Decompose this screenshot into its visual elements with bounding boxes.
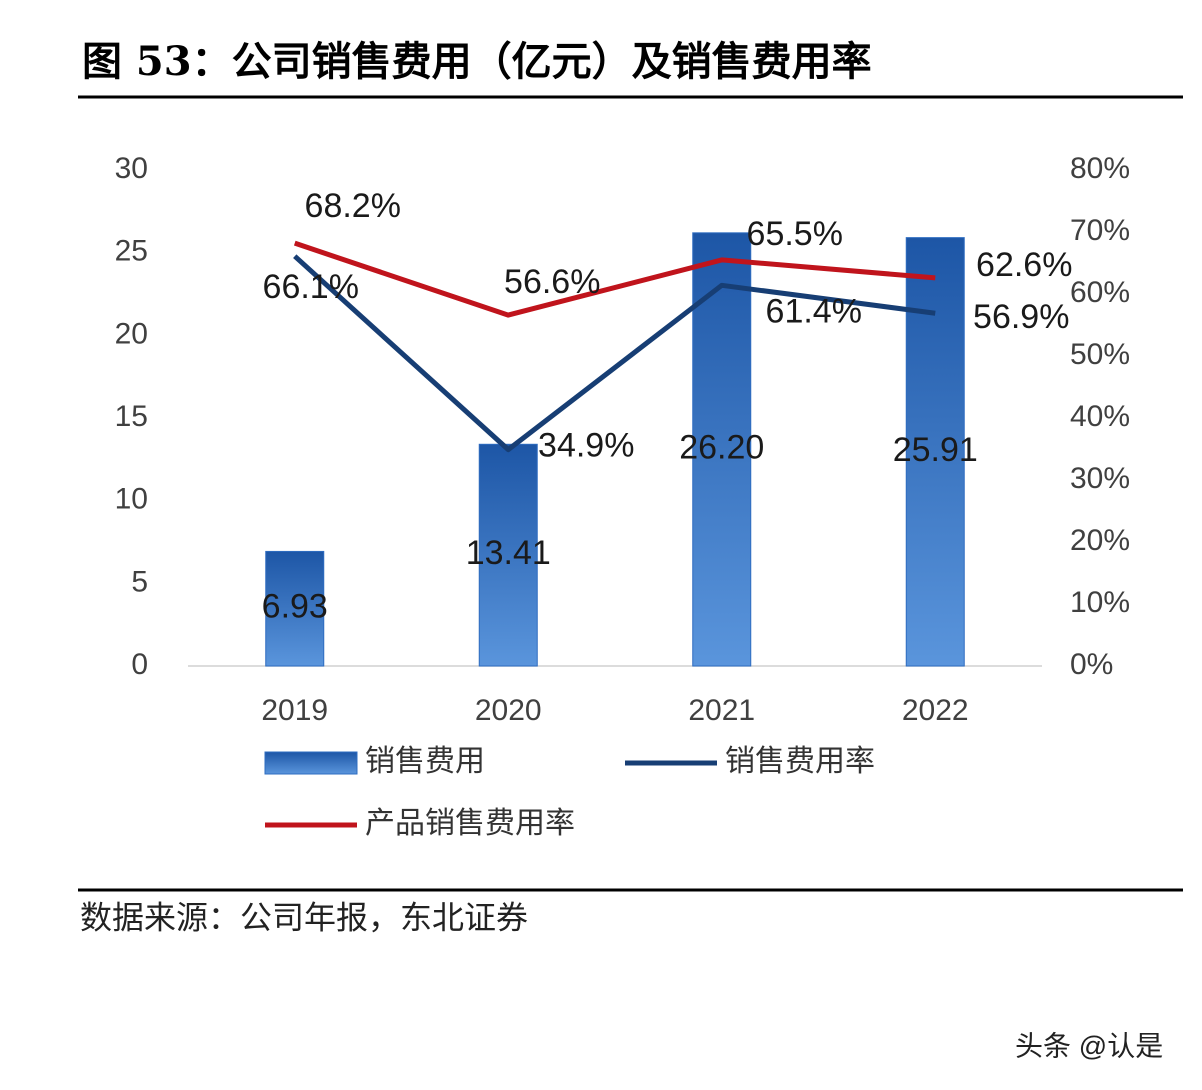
data-label: 66.1% <box>263 268 359 306</box>
data-label: 6.93 <box>262 588 328 626</box>
data-label: 68.2% <box>305 187 401 225</box>
x-tick-label: 2021 <box>688 694 755 727</box>
data-label: 25.91 <box>893 431 978 469</box>
data-label: 65.5% <box>747 215 843 253</box>
line <box>293 254 936 453</box>
data-label: 26.20 <box>679 428 764 466</box>
y-tick-label: 25 <box>115 235 148 268</box>
y2-tick-label: 30% <box>1070 462 1130 495</box>
x-tick-label: 2019 <box>261 694 328 727</box>
x-tick-label: 2020 <box>475 694 542 727</box>
watermark: 头条 @认是 <box>1015 1030 1163 1061</box>
data-label: 56.9% <box>973 298 1069 336</box>
x-tick-label: 2022 <box>902 694 969 727</box>
line <box>293 240 936 318</box>
data-label: 56.6% <box>504 263 600 301</box>
y2-tick-label: 80% <box>1070 152 1130 185</box>
y-tick-label: 15 <box>115 400 148 433</box>
data-label: 61.4% <box>766 292 862 330</box>
data-label: 62.6% <box>976 246 1072 284</box>
y2-tick-label: 60% <box>1070 276 1130 309</box>
bar <box>478 443 538 667</box>
y2-tick-label: 0% <box>1070 648 1113 681</box>
legend-label: 销售费用率 <box>725 745 875 778</box>
y2-tick-label: 40% <box>1070 400 1130 433</box>
y-tick-label: 30 <box>115 152 148 185</box>
y-tick-label: 10 <box>115 483 148 516</box>
legend-label: 产品销售费用率 <box>365 807 575 840</box>
y-tick-label: 0 <box>131 648 148 681</box>
bar <box>265 550 325 667</box>
source: 数据来源：公司年报，东北证券 <box>80 899 528 937</box>
y2-tick-label: 10% <box>1070 586 1130 619</box>
data-label: 34.9% <box>538 427 634 465</box>
legend-label: 销售费用 <box>365 745 485 778</box>
y-tick-label: 5 <box>131 565 148 598</box>
y-tick-label: 20 <box>115 317 148 350</box>
data-label: 13.41 <box>466 534 551 572</box>
y2-tick-label: 20% <box>1070 524 1130 557</box>
bar <box>692 232 752 667</box>
chart-title: 图 53：公司销售费用（亿元）及销售费用率 <box>82 38 872 85</box>
y2-tick-label: 50% <box>1070 338 1130 371</box>
legend-swatch <box>264 751 358 775</box>
y2-tick-label: 70% <box>1070 214 1130 247</box>
